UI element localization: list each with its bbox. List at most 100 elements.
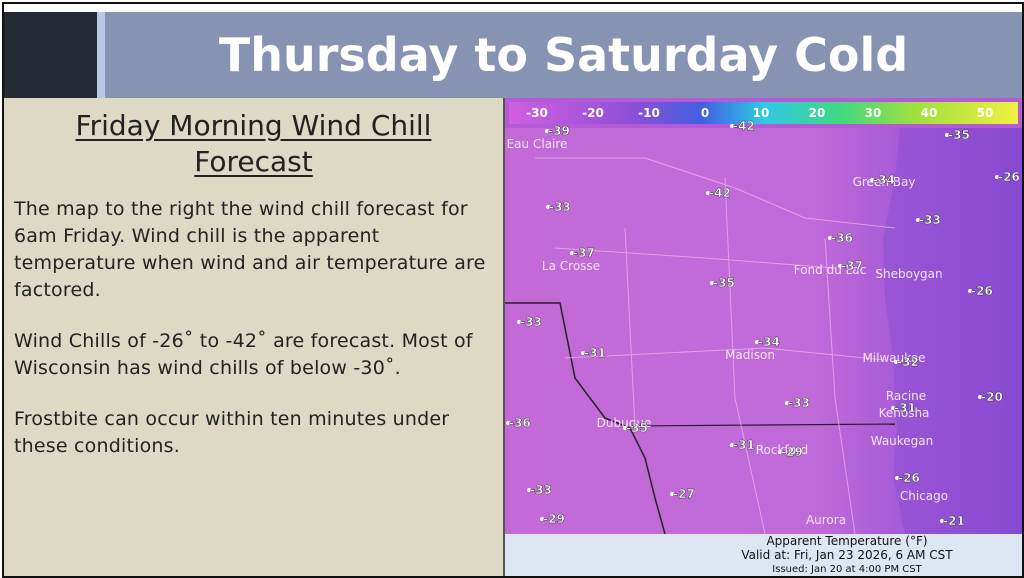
station-dot [968,289,972,293]
station-dot [916,218,920,222]
city-label: Rockford [756,443,809,457]
station-dot [828,236,832,240]
point-value: -32 [897,355,919,369]
colorbar-label: 50 [977,106,994,120]
panel-heading: Friday Morning Wind Chill Forecast [75,109,432,178]
point-value: -35 [713,276,735,290]
caption: Apparent Temperature (°F) [766,534,927,548]
point-value: -42 [709,186,731,200]
station-dot [506,421,510,425]
colorbar-label: -10 [638,106,660,120]
point-value: -26 [898,471,920,485]
station-dot [623,426,627,430]
caption-box [505,534,1022,576]
colorbar-label: 0 [701,106,709,120]
city-label: Kenosha [879,406,930,420]
point-value: -36 [831,231,853,245]
paragraph: The map to the right the wind chill fore… [14,198,486,301]
station-dot [940,519,944,523]
colorbar-label: 40 [921,106,938,120]
station-dot [785,401,789,405]
caption: Valid at: Fri, Jan 23 2026, 6 AM CST [741,548,953,562]
station-dot [838,264,842,268]
city-label: Waukegan [871,434,934,448]
station-dot [891,406,895,410]
point-value: -21 [943,514,965,528]
city-label: Milwaukee [862,351,925,365]
point-value: -26 [998,170,1020,184]
station-dot [978,395,982,399]
station-dot [546,205,550,209]
state-border [629,423,896,427]
city-label: Racine [886,389,926,403]
point-value: -26 [971,284,993,298]
wind-chill-map: -30 -20 -10 0 10 20 30 40 50 Eau Claire Green Bay L… [505,98,1022,576]
point-value: -33 [788,396,810,410]
point-value: -31 [733,438,755,452]
station-dot [517,320,521,324]
station-dot [706,191,710,195]
station-dot [895,476,899,480]
station-dot [570,251,574,255]
point-value: -33 [530,483,552,497]
paragraph: Wind Chills of -26˚ to -42˚ are forecast… [14,330,473,379]
colorbar [509,102,1018,124]
state-border [505,302,666,535]
city-label: Sheboygan [875,267,942,281]
station-dot [894,360,898,364]
city-label: Chicago [900,489,948,503]
station-dot [581,351,585,355]
lake [883,128,1022,534]
station-dot [870,178,874,182]
station-dot [995,175,999,179]
corner-block [4,12,97,98]
station-dot [527,488,531,492]
point-value: -29 [543,512,565,526]
city-label: Madison [725,348,775,362]
point-value: -35 [626,421,648,435]
colorbar-label: 20 [809,106,826,120]
point-value: -35 [948,128,970,142]
city-label: Eau Claire [507,137,568,151]
point-value: -37 [841,259,863,273]
point-value: -31 [894,401,916,415]
roads [535,157,896,535]
colorbar-label: -20 [582,106,604,120]
station-dot [540,517,544,521]
point-value: -20 [981,390,1003,404]
colorbar-label: 10 [753,106,770,120]
station-dot [945,133,949,137]
point-value: -36 [509,416,531,430]
paragraph: Frostbite can occur within ten minutes u… [14,408,450,457]
point-value: -37 [573,246,595,260]
point-value: -27 [673,487,695,501]
station-dot [545,129,549,133]
station-dot [730,124,734,128]
point-value: -33 [520,315,542,329]
point-value: -33 [919,213,941,227]
city-label: Green Bay [853,175,916,189]
title-bar: Thursday to Saturday Cold [105,12,1022,98]
point-value: -39 [548,124,570,138]
colorbar-label: -30 [526,106,548,120]
station-dot [730,443,734,447]
slide-title: Thursday to Saturday Cold [218,28,909,82]
station-dot [778,450,782,454]
city-label: Dubuque [597,416,652,430]
city-label: Fond du Lac [794,263,867,277]
accent-stripe [97,12,105,98]
point-value: -33 [549,200,571,214]
station-dot [755,340,759,344]
caption: Issued: Jan 20 at 4:00 PM CST [772,564,922,575]
point-value: -42 [733,119,755,133]
point-value: -34 [873,173,895,187]
point-value: -31 [584,346,606,360]
station-dot [710,281,714,285]
point-value: -29 [781,445,803,459]
station-dot [670,492,674,496]
city-label: Aurora [806,513,846,527]
point-value: -34 [758,335,780,349]
colorbar-label: 30 [865,106,882,120]
text-panel: Friday Morning Wind Chill Forecast The m… [4,98,505,576]
